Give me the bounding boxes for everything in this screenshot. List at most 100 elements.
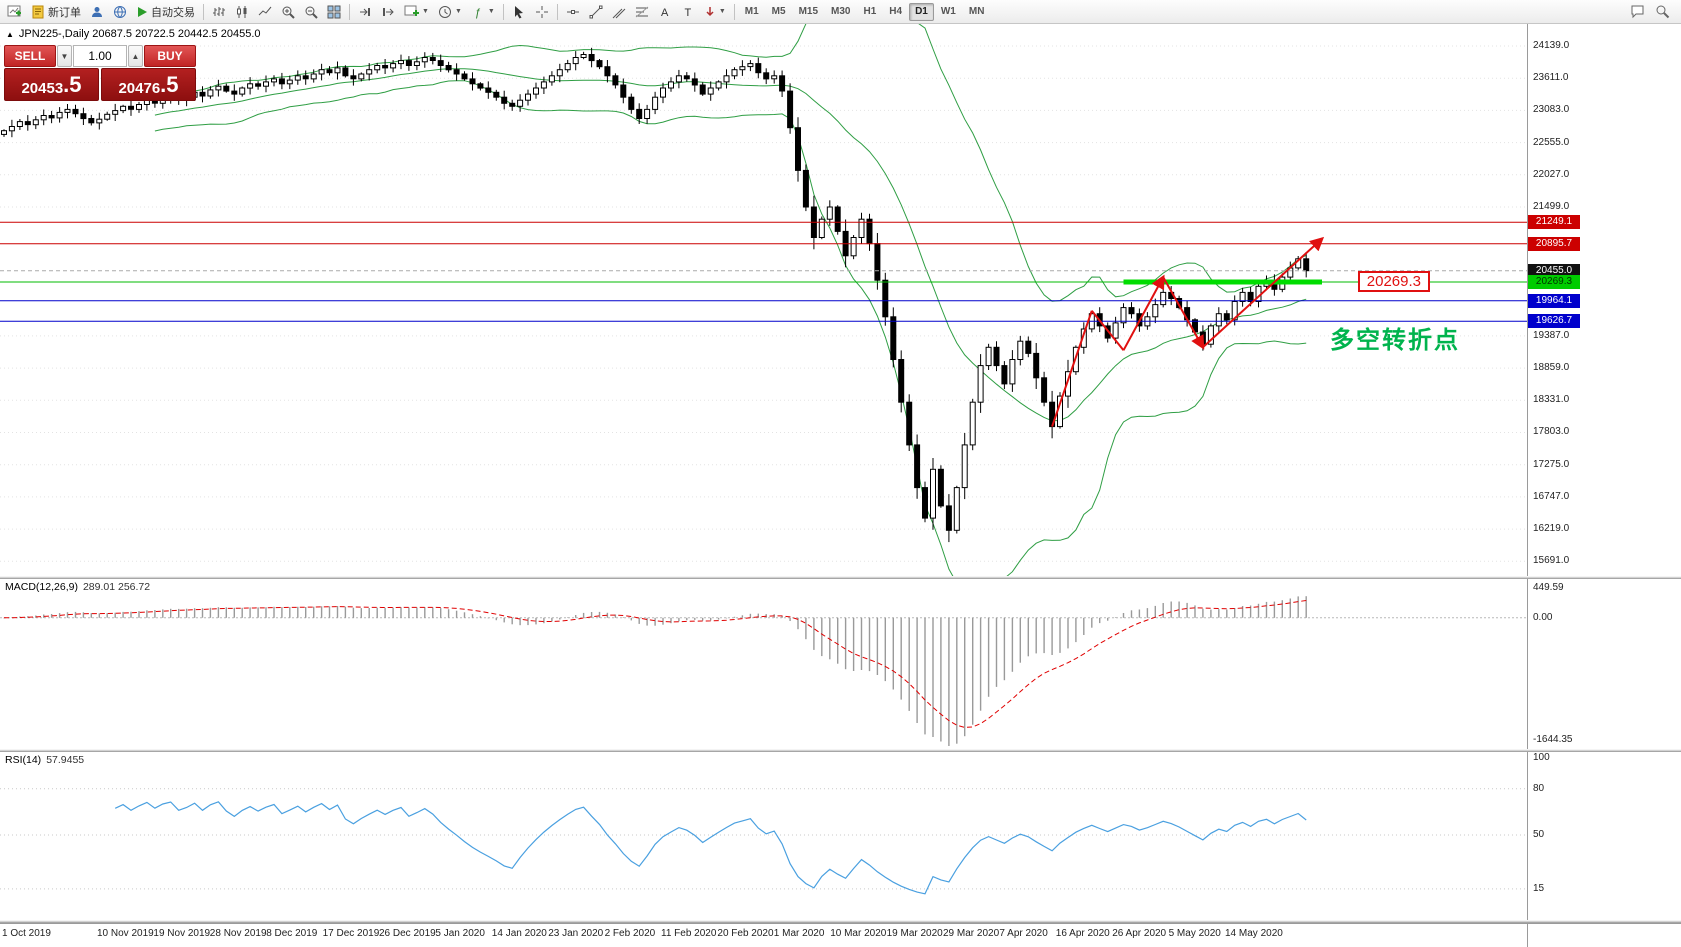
pane-splitter[interactable] [0, 749, 1681, 752]
date-axis-label: 19 Mar 2020 [886, 928, 943, 939]
volume-increase-button[interactable]: ▲ [128, 45, 143, 67]
zoom-out-icon [304, 5, 318, 19]
label-tool-button[interactable]: T [677, 2, 699, 22]
tile-windows-icon [327, 5, 341, 19]
indicators-dropdown-button[interactable]: ƒ ▼ [467, 2, 499, 22]
main-chart-pane: ▲ JPN225-,Daily 20687.5 20722.5 20442.5 … [0, 24, 1681, 576]
price-level-tag: 21249.1 [1528, 215, 1580, 230]
price-level-annotation-box[interactable]: 20269.3 [1357, 271, 1430, 293]
timeframe-h4-button[interactable]: H4 [883, 3, 908, 21]
trendline-tool-button[interactable] [585, 2, 607, 22]
volume-decrease-button[interactable]: ▼ [57, 45, 72, 67]
timeframe-mn-button[interactable]: MN [963, 3, 991, 21]
toolbar-separator [349, 3, 350, 20]
zoom-out-button[interactable] [300, 2, 322, 22]
text-tool-button[interactable]: A [654, 2, 676, 22]
horizontal-line-tool-button[interactable] [562, 2, 584, 22]
turning-point-annotation-text[interactable]: 多空转折点 [1329, 326, 1460, 354]
buy-price-display[interactable]: 20476.5 [101, 68, 196, 101]
axis-corner [1527, 924, 1681, 947]
auto-scroll-button[interactable] [354, 2, 376, 22]
date-axis-label: 17 Dec 2019 [322, 928, 380, 939]
macd-chart[interactable] [0, 579, 1527, 749]
chevron-down-icon: ▼ [718, 8, 726, 15]
tile-windows-button[interactable] [323, 2, 345, 22]
chart-plot-area[interactable] [0, 24, 1527, 576]
rsi-plot-area[interactable] [0, 752, 1527, 920]
timeframe-m30-button[interactable]: M30 [825, 3, 856, 21]
volume-input[interactable] [73, 45, 127, 67]
macd-scale[interactable]: 449.59 0.00 -1644.35 [1527, 579, 1681, 749]
fibonacci-tool-button[interactable] [631, 2, 653, 22]
bar-chart-mode-button[interactable] [208, 2, 230, 22]
pane-splitter[interactable] [0, 920, 1681, 923]
auto-scroll-icon [358, 5, 372, 19]
text-a-icon: A [658, 5, 672, 19]
line-chart-mode-button[interactable] [254, 2, 276, 22]
new-chart-dropdown-button[interactable]: ▼ [400, 2, 433, 22]
date-axis-label: 5 May 2020 [1168, 928, 1221, 939]
label-t-icon: T [681, 5, 695, 19]
one-click-trading-panel: SELL ▼ ▲ BUY 20453.5 20476.5 [4, 45, 196, 101]
new-order-button[interactable]: 新订单 [27, 2, 85, 22]
autotrading-label: 自动交易 [151, 6, 195, 19]
timeframe-m15-button[interactable]: M15 [793, 3, 824, 21]
price-scale-label: 22027.0 [1533, 168, 1570, 180]
price-scale[interactable]: 24139.0 23611.0 23083.0 22555.0 22027.0 21499… [1527, 24, 1681, 576]
ohlc-header-text: JPN225-,Daily 20687.5 20722.5 20442.5 20… [18, 28, 261, 40]
date-axis-label: 14 Jan 2020 [491, 928, 547, 939]
chevron-down-icon: ▼ [487, 8, 495, 15]
zoom-in-button[interactable] [277, 2, 299, 22]
timeframe-w1-button[interactable]: W1 [935, 3, 962, 21]
macd-scale-label: 449.59 [1533, 582, 1564, 593]
timeframe-h1-button[interactable]: H1 [857, 3, 882, 21]
periods-dropdown-button[interactable]: ▼ [434, 2, 466, 22]
date-axis-label: 20 Feb 2020 [717, 928, 774, 939]
cursor-button[interactable] [508, 2, 530, 22]
price-level-tag: 20269.3 [1528, 275, 1580, 290]
crosshair-button[interactable] [531, 2, 553, 22]
price-scale-label: 24139.0 [1533, 40, 1570, 52]
price-level-tag: 19626.7 [1528, 314, 1580, 329]
search-button[interactable] [1651, 2, 1674, 22]
price-level-tag: 20455.0 [1528, 263, 1580, 278]
notifications-button[interactable] [1626, 2, 1649, 22]
line-chart-icon [258, 5, 272, 19]
macd-values: 289.01 256.72 [82, 581, 151, 593]
price-scale-label: 21499.0 [1533, 201, 1570, 213]
rsi-scale[interactable]: 100 80 50 15 [1527, 752, 1681, 920]
candle-chart-mode-button[interactable] [231, 2, 253, 22]
sell-button[interactable]: SELL [4, 45, 56, 67]
date-axis[interactable]: 1 Oct 2019 10 Nov 2019 19 Nov 2019 28 Nov 2… [0, 923, 1681, 947]
quotes-button[interactable] [109, 2, 131, 22]
order-document-icon [31, 5, 45, 19]
trendline-icon [589, 5, 603, 19]
autotrading-button[interactable]: 自动交易 [132, 2, 199, 22]
timeframe-d1-button[interactable]: D1 [909, 2, 934, 21]
symbol-marker-icon: ▲ [6, 29, 14, 39]
chart-plus-icon [7, 4, 22, 19]
timeframe-m5-button[interactable]: M5 [766, 3, 792, 21]
rsi-chart[interactable] [0, 752, 1527, 920]
macd-plot-area[interactable] [0, 579, 1527, 749]
bar-chart-icon [212, 5, 226, 19]
search-icon [1655, 4, 1670, 19]
chart-shift-icon [381, 5, 395, 19]
buy-button[interactable]: BUY [144, 45, 196, 67]
channel-tool-button[interactable] [608, 2, 630, 22]
candlestick-chart[interactable] [0, 24, 1527, 576]
macd-scale-label: -1644.35 [1533, 734, 1573, 745]
timeframe-m1-button[interactable]: M1 [739, 3, 765, 21]
price-scale-label: 23611.0 [1533, 72, 1569, 84]
pane-splitter[interactable] [0, 576, 1681, 579]
new-chart-button[interactable] [3, 2, 26, 22]
sell-price-main: 20453 [21, 80, 64, 97]
sell-price-display[interactable]: 20453.5 [4, 68, 99, 101]
profiles-button[interactable] [86, 2, 108, 22]
cursor-icon [512, 5, 526, 19]
price-scale-label: 18331.0 [1533, 394, 1570, 406]
chart-shift-button[interactable] [377, 2, 399, 22]
price-scale-label: 19387.0 [1533, 329, 1570, 341]
arrows-tool-button[interactable]: ▼ [700, 2, 730, 22]
date-axis-label: 23 Jan 2020 [548, 928, 604, 939]
